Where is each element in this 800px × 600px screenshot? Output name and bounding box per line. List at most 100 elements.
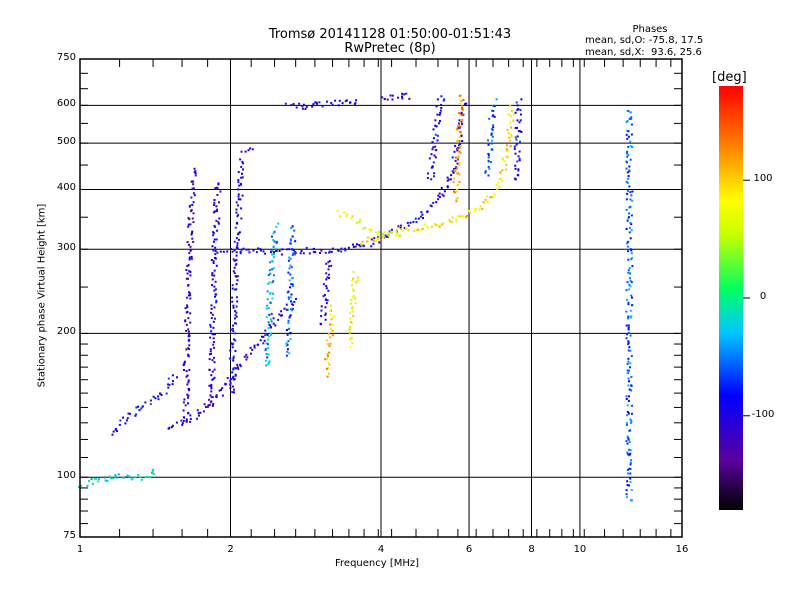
echo-point (213, 289, 216, 292)
echo-point (460, 94, 462, 97)
echo-point (234, 264, 237, 267)
echo-point (189, 297, 192, 300)
echo-point (434, 133, 437, 136)
echo-point (231, 287, 234, 290)
echo-point (326, 355, 329, 357)
echo-point (453, 177, 455, 180)
echo-point (187, 291, 190, 294)
echo-point (493, 115, 496, 118)
echo-point (325, 262, 328, 265)
echo-point (329, 342, 332, 345)
echo-point (233, 388, 235, 391)
echo-point (432, 201, 435, 204)
echo-point (626, 333, 629, 336)
echo-point (104, 479, 107, 482)
echo-point (328, 260, 331, 263)
echo-point (122, 476, 125, 479)
echo-point (514, 127, 517, 129)
echo-point (209, 394, 212, 397)
echo-point (352, 295, 355, 298)
echo-point (520, 98, 523, 101)
echo-point (221, 394, 224, 397)
echo-point (507, 150, 510, 153)
echo-point (212, 260, 215, 263)
echo-point (364, 226, 367, 229)
echo-point (329, 336, 332, 339)
echo-point (320, 249, 323, 252)
echo-point (440, 95, 443, 98)
echo-point (233, 266, 236, 269)
echo-point (271, 235, 273, 238)
echo-point (294, 253, 296, 256)
echo-point (390, 228, 393, 231)
echo-point (115, 476, 118, 479)
echo-point (458, 122, 460, 125)
echo-point (192, 240, 195, 243)
echo-point (186, 374, 189, 377)
echo-point (629, 277, 631, 280)
echo-point (509, 121, 512, 124)
echo-point (454, 156, 457, 159)
echo-point (328, 362, 330, 365)
echo-point (327, 343, 330, 346)
echo-point (495, 184, 498, 186)
echo-point (628, 288, 631, 291)
echo-point (626, 480, 629, 483)
echo-point (330, 250, 333, 253)
y-tick-label: 75 (63, 530, 76, 541)
echo-point (514, 164, 517, 167)
trace-column-3-1-x (324, 304, 336, 378)
echo-point (202, 410, 205, 413)
echo-point (629, 461, 632, 464)
echo-point (214, 246, 217, 249)
echo-point (235, 246, 238, 249)
echo-point (238, 184, 241, 187)
echo-point (125, 419, 128, 422)
echo-point (191, 187, 194, 190)
echo-point (370, 245, 373, 248)
echo-point (288, 279, 291, 282)
echo-point (389, 94, 392, 97)
echo-point (233, 338, 235, 341)
echo-point (187, 379, 190, 382)
echo-point (263, 339, 266, 342)
echo-point (453, 150, 456, 153)
echo-point (629, 145, 632, 148)
echo-point (237, 214, 240, 217)
echo-point (281, 248, 284, 251)
echo-point (324, 312, 327, 315)
echo-point (375, 231, 377, 234)
echo-point (395, 231, 398, 233)
echo-point (330, 328, 332, 331)
echo-point (194, 170, 197, 173)
y-tick-label: 600 (56, 98, 76, 110)
echo-point (500, 177, 503, 180)
echo-point (188, 294, 190, 297)
echo-point (262, 250, 265, 253)
echo-point (290, 300, 292, 303)
echo-point (216, 194, 219, 196)
echo-point (273, 230, 276, 233)
echo-point (240, 176, 243, 179)
echo-point (336, 210, 339, 212)
echo-point (326, 367, 328, 370)
echo-point (267, 274, 270, 276)
echo-point (428, 157, 431, 160)
echo-point (631, 296, 633, 299)
echo-point (240, 217, 243, 220)
echo-point (320, 323, 323, 326)
echo-point (626, 453, 629, 456)
echo-point (111, 433, 114, 436)
trace-top-row-2 (381, 92, 411, 101)
echo-point (239, 250, 242, 253)
echo-point (329, 304, 332, 307)
echo-point (325, 302, 328, 305)
echo-point (627, 324, 630, 327)
echo-point (501, 158, 504, 161)
echo-point (320, 309, 323, 312)
echo-point (238, 231, 241, 234)
echo-point (291, 254, 294, 256)
echo-point (210, 390, 213, 393)
echo-point (626, 129, 629, 132)
echo-point (628, 272, 631, 275)
